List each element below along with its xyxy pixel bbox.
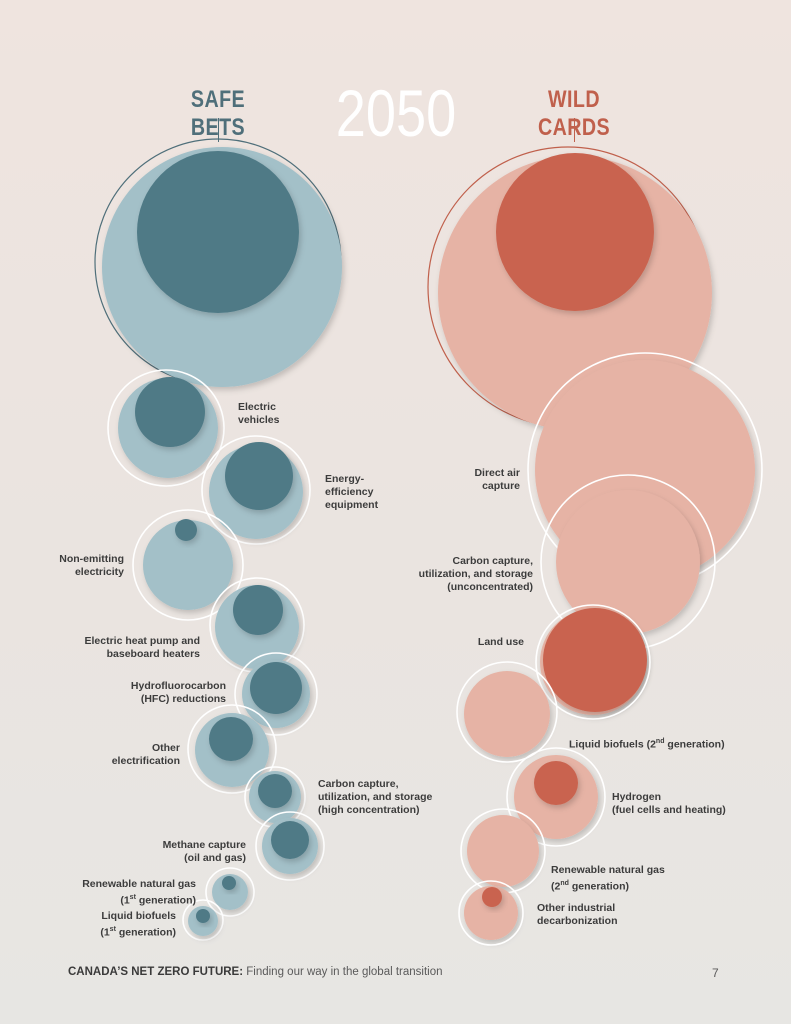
label-energy-efficiency: Energy-efficiency equipment <box>325 473 379 511</box>
label-dac: Direct air capture <box>474 467 520 492</box>
wild-cards-tick <box>574 118 575 142</box>
bubble-dark-rng-1 <box>222 876 236 890</box>
label-rng-1: Renewable natural gas (1st generation) <box>82 878 196 907</box>
bubble-dark-ccus-high <box>258 774 292 808</box>
bubble-dark-land-use <box>543 608 647 712</box>
page-number: 7 <box>712 966 719 980</box>
safe-bets-tick <box>218 118 219 142</box>
bubble-light-non-emitting-electricity <box>143 520 233 610</box>
label-other-industrial: Other industrial decarbonization <box>537 902 618 927</box>
bubble-dark-non-emitting-electricity <box>175 519 197 541</box>
bubble-ring-biofuels-1 <box>182 899 224 941</box>
label-non-emitting-electricity: Non-emitting electricity <box>59 553 124 578</box>
bubble-light-rng-2 <box>467 815 539 887</box>
bubble-ring-biofuels-2 <box>456 661 558 763</box>
bubble-ring-hydrogen <box>506 747 606 847</box>
bubble-ring-non-emitting-electricity <box>132 509 244 621</box>
bubble-dark-biofuels-1 <box>196 909 210 923</box>
bubble-dark-energy-efficiency <box>225 442 293 510</box>
wild-cards-title: WILD CARDS <box>537 86 611 141</box>
bubble-light-biofuels-2 <box>464 671 550 757</box>
label-other-electrification: Other electrification <box>111 742 180 767</box>
label-ccus-high: Carbon capture, utilization, and storage(… <box>318 778 433 816</box>
bubble-ring-energy-efficiency <box>201 435 311 545</box>
label-land-use: Land use <box>477 636 524 648</box>
bubble-ring-other-industrial <box>458 880 524 946</box>
bubble-dark-hfc <box>250 662 302 714</box>
year-title: 2050 <box>335 76 457 150</box>
bubble-dark-heat-pump <box>233 585 283 635</box>
bubble-ring-methane <box>255 811 325 881</box>
bubble-dark-methane <box>271 821 309 859</box>
bubble-ring-hfc <box>234 652 318 736</box>
label-heat-pump: Electric heat pump and baseboard heaters <box>84 635 200 660</box>
label-hfc: Hydrofluorocarbon (HFC) reductions <box>130 680 226 705</box>
safe-bets-title: SAFE BETS <box>190 86 246 141</box>
label-methane: Methane capture (oil and gas) <box>162 839 246 864</box>
label-hydrogen: Hydrogen (fuel cells and heating) <box>612 791 726 816</box>
bubble-ring-electric-vehicles <box>107 369 225 487</box>
bubble-ring-other-electrification <box>187 704 277 794</box>
bubble-light-rng-1 <box>212 874 248 910</box>
wild-cards-dark-bubble <box>496 153 654 311</box>
label-biofuels-1: Liquid biofuels (1st generation) <box>100 910 176 939</box>
label-rng-2: Renewable natural gas (2nd generation) <box>551 864 665 893</box>
footer-title: CANADA’S NET ZERO FUTURE: Finding our wa… <box>68 966 443 978</box>
label-electric-vehicles: Electric vehicles <box>238 401 280 426</box>
bubble-dark-electric-vehicles <box>135 377 205 447</box>
bubble-ring-land-use <box>535 604 651 720</box>
label-biofuels-2: Liquid biofuels (2nd generation) <box>569 738 725 751</box>
bubble-light-other-industrial <box>464 886 518 940</box>
bubble-dark-other-electrification <box>209 717 253 761</box>
bubble-ring-rng-1 <box>205 867 255 917</box>
safe-bets-dark-bubble <box>137 151 299 313</box>
bubble-light-ccus-unconc <box>556 490 700 634</box>
bubble-dark-other-industrial <box>482 887 502 907</box>
label-ccus-unconc: Carbon capture, utilization, and storage(… <box>418 555 533 593</box>
bubble-dark-hydrogen <box>534 761 578 805</box>
